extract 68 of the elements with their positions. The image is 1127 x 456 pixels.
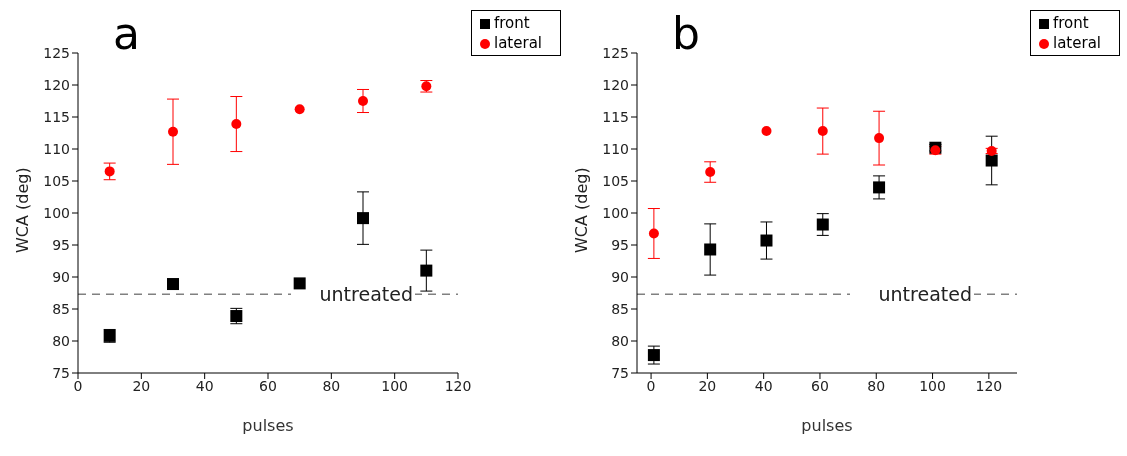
y-tick-label: 115: [602, 108, 629, 125]
point: [985, 154, 998, 167]
y-tick-label: 125: [602, 44, 629, 61]
legend-label: front: [494, 14, 530, 32]
y-tick-label: 95: [52, 236, 70, 253]
point: [231, 119, 242, 130]
ref-line-label: untreated: [319, 283, 413, 306]
point: [816, 218, 829, 231]
y-tick-label: 120: [602, 76, 629, 93]
chart-title: a: [113, 8, 140, 59]
y-tick-label: 110: [43, 140, 70, 157]
y-axis-title: WCA (deg): [12, 167, 32, 253]
point: [104, 166, 115, 177]
legend-label: lateral: [1053, 34, 1101, 52]
y-tick-label: 105: [43, 172, 70, 189]
y-tick-label: 100: [602, 204, 629, 221]
x-tick-label: 20: [698, 377, 717, 394]
x-tick-label: 0: [646, 377, 656, 394]
point: [647, 349, 660, 362]
point: [760, 234, 773, 247]
point: [704, 243, 717, 256]
x-axis-title: pulses: [801, 416, 853, 435]
y-tick-label: 125: [43, 44, 70, 61]
y-tick-label: 115: [43, 108, 70, 125]
x-axis-title: pulses: [242, 416, 294, 435]
point: [167, 278, 179, 291]
x-tick-label: 60: [259, 377, 277, 394]
x-tick-label: 120: [444, 377, 472, 394]
y-tick-label: 120: [43, 76, 70, 93]
y-axis-title: WCA (deg): [571, 167, 591, 253]
legend-label: lateral: [494, 34, 542, 52]
point: [294, 104, 305, 115]
point: [168, 126, 178, 137]
point: [873, 181, 886, 194]
point: [817, 126, 828, 137]
x-tick-label: 80: [322, 377, 341, 394]
legend-label: front: [1053, 14, 1089, 32]
point: [648, 228, 659, 239]
ref-line-label: untreated: [878, 283, 972, 306]
x-tick-label: 60: [811, 377, 829, 394]
y-tick-label: 95: [611, 236, 629, 253]
x-tick-label: 100: [919, 377, 946, 394]
point: [874, 133, 885, 144]
y-tick-label: 75: [611, 364, 629, 381]
y-tick-label: 80: [52, 332, 70, 349]
x-tick-label: 0: [73, 377, 83, 394]
x-tick-label: 80: [867, 377, 886, 394]
y-tick-label: 90: [611, 268, 629, 285]
point: [358, 96, 368, 106]
y-tick-label: 85: [52, 300, 70, 317]
chart-title: b: [672, 8, 700, 59]
y-tick-label: 100: [43, 204, 70, 221]
point: [705, 167, 716, 178]
y-tick-label: 75: [52, 364, 70, 381]
x-tick-label: 20: [132, 377, 151, 394]
y-tick-label: 105: [602, 172, 629, 189]
y-tick-label: 80: [611, 332, 629, 349]
point: [420, 264, 433, 277]
x-tick-label: 40: [754, 377, 773, 394]
y-tick-label: 90: [52, 268, 70, 285]
y-tick-label: 85: [611, 300, 629, 317]
x-tick-label: 100: [381, 377, 409, 394]
point: [761, 126, 772, 137]
point: [293, 277, 306, 290]
point: [357, 212, 369, 225]
x-tick-label: 40: [195, 377, 214, 394]
x-tick-label: 120: [975, 377, 1003, 394]
y-tick-label: 110: [602, 140, 629, 157]
